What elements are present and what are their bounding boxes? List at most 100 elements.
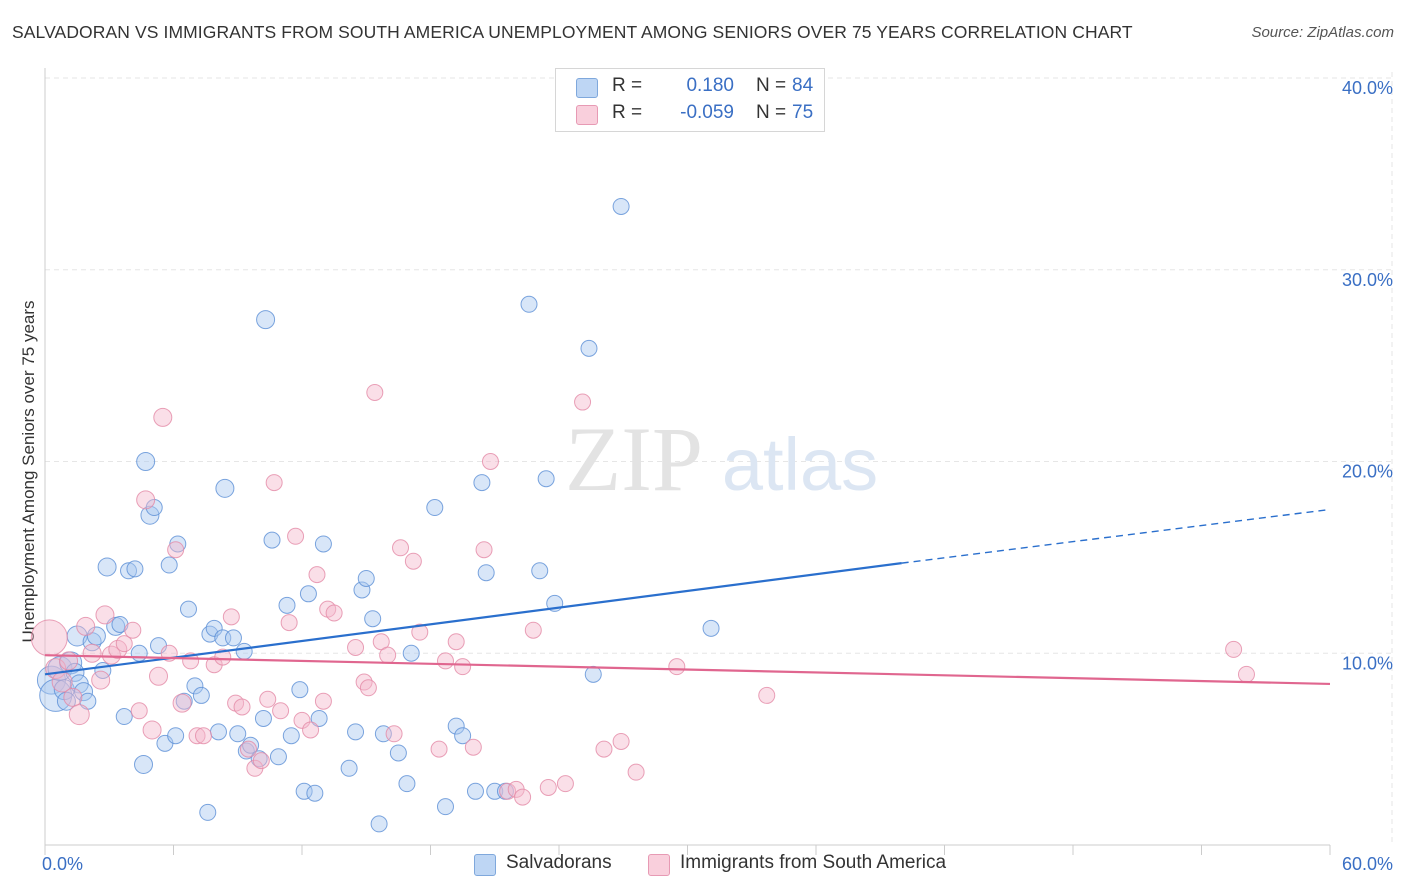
- data-point: [537, 470, 555, 488]
- data-point: [74, 682, 94, 702]
- data-point: [392, 539, 410, 557]
- data-point: [115, 708, 133, 726]
- data-point: [291, 681, 309, 699]
- data-point: [265, 474, 283, 492]
- data-point: [282, 727, 300, 745]
- y-tick-label: 30.0%: [1342, 270, 1393, 290]
- data-point: [233, 698, 251, 716]
- data-point: [188, 727, 206, 745]
- data-point: [272, 702, 290, 720]
- data-point: [499, 782, 517, 800]
- r-value: -0.059: [680, 102, 734, 123]
- data-point: [1225, 640, 1243, 658]
- data-point: [366, 383, 384, 401]
- data-point: [95, 605, 115, 625]
- chart-title: SALVADORAN VS IMMIGRANTS FROM SOUTH AMER…: [12, 22, 1133, 42]
- legend-swatch-pink: [576, 105, 598, 125]
- data-point: [130, 644, 148, 662]
- data-point: [473, 474, 491, 492]
- data-point: [140, 505, 160, 525]
- y-axis-label: Unemployment Among Seniors over 75 years: [19, 300, 38, 642]
- data-point: [215, 478, 235, 498]
- data-point: [359, 679, 377, 697]
- data-point: [192, 686, 210, 704]
- n-label: N =: [756, 102, 787, 123]
- y-tick-label: 40.0%: [1342, 78, 1393, 98]
- n-label: N =: [756, 75, 787, 96]
- data-point: [668, 658, 686, 676]
- legend-swatch-blue: [576, 78, 598, 98]
- watermark: ZIP atlas: [565, 408, 878, 510]
- data-point: [447, 717, 465, 735]
- data-point: [364, 610, 382, 628]
- data-point: [82, 643, 102, 663]
- data-point: [63, 687, 83, 707]
- data-point: [477, 564, 495, 582]
- data-point: [76, 616, 96, 636]
- data-point: [475, 541, 493, 559]
- y-tick-label: 10.0%: [1342, 653, 1393, 673]
- data-point: [209, 723, 227, 741]
- data-point: [580, 339, 598, 357]
- y-tick-label: 20.0%: [1342, 462, 1393, 482]
- data-point: [426, 499, 444, 517]
- data-point: [310, 709, 328, 727]
- data-point: [259, 690, 277, 708]
- data-point: [702, 619, 720, 637]
- data-point: [357, 569, 375, 587]
- data-point: [514, 788, 532, 806]
- data-point: [167, 727, 185, 745]
- data-point: [205, 619, 223, 637]
- data-point: [539, 778, 557, 796]
- data-point: [436, 798, 454, 816]
- data-point: [340, 759, 358, 777]
- data-point: [287, 527, 305, 545]
- data-points: [30, 197, 1255, 833]
- data-point: [314, 535, 332, 553]
- data-point: [30, 619, 68, 657]
- legend-label: Salvadorans: [506, 852, 612, 873]
- data-point: [402, 644, 420, 662]
- data-point: [91, 670, 111, 690]
- data-point: [142, 720, 162, 740]
- data-point: [167, 541, 185, 559]
- data-point: [306, 784, 324, 802]
- data-point: [447, 633, 465, 651]
- axes: [44, 68, 1331, 855]
- data-point: [347, 638, 365, 656]
- data-point: [252, 752, 270, 770]
- data-point: [224, 629, 242, 647]
- data-point: [130, 702, 148, 720]
- watermark-atlas: atlas: [722, 423, 878, 506]
- data-point: [68, 704, 90, 726]
- data-point: [269, 748, 287, 766]
- data-point: [194, 727, 212, 745]
- x-tick-label-min: 0.0%: [42, 854, 83, 874]
- data-point: [293, 711, 311, 729]
- data-point: [134, 754, 154, 774]
- x-tick-label-max: 60.0%: [1342, 854, 1393, 874]
- series-points-salvadorans: [36, 197, 720, 833]
- data-point: [612, 732, 630, 750]
- legend-label: Immigrants from South America: [680, 852, 947, 873]
- data-point: [115, 635, 133, 653]
- data-point: [627, 763, 645, 781]
- data-point: [385, 725, 403, 743]
- data-point: [595, 740, 613, 758]
- data-point: [1237, 665, 1255, 683]
- data-point: [97, 557, 117, 577]
- data-point: [520, 295, 538, 313]
- data-point: [464, 738, 482, 756]
- data-point: [136, 452, 156, 471]
- data-point: [612, 197, 630, 215]
- data-point: [120, 562, 138, 580]
- data-point: [481, 453, 499, 470]
- data-point: [256, 310, 276, 330]
- data-point: [199, 803, 217, 821]
- source-credit: Source: ZipAtlas.com: [1251, 24, 1394, 41]
- y-tick-labels: 10.0% 20.0% 30.0% 40.0%: [1342, 78, 1393, 673]
- r-value: 0.180: [686, 75, 734, 96]
- data-point: [430, 740, 448, 758]
- data-point: [347, 723, 365, 741]
